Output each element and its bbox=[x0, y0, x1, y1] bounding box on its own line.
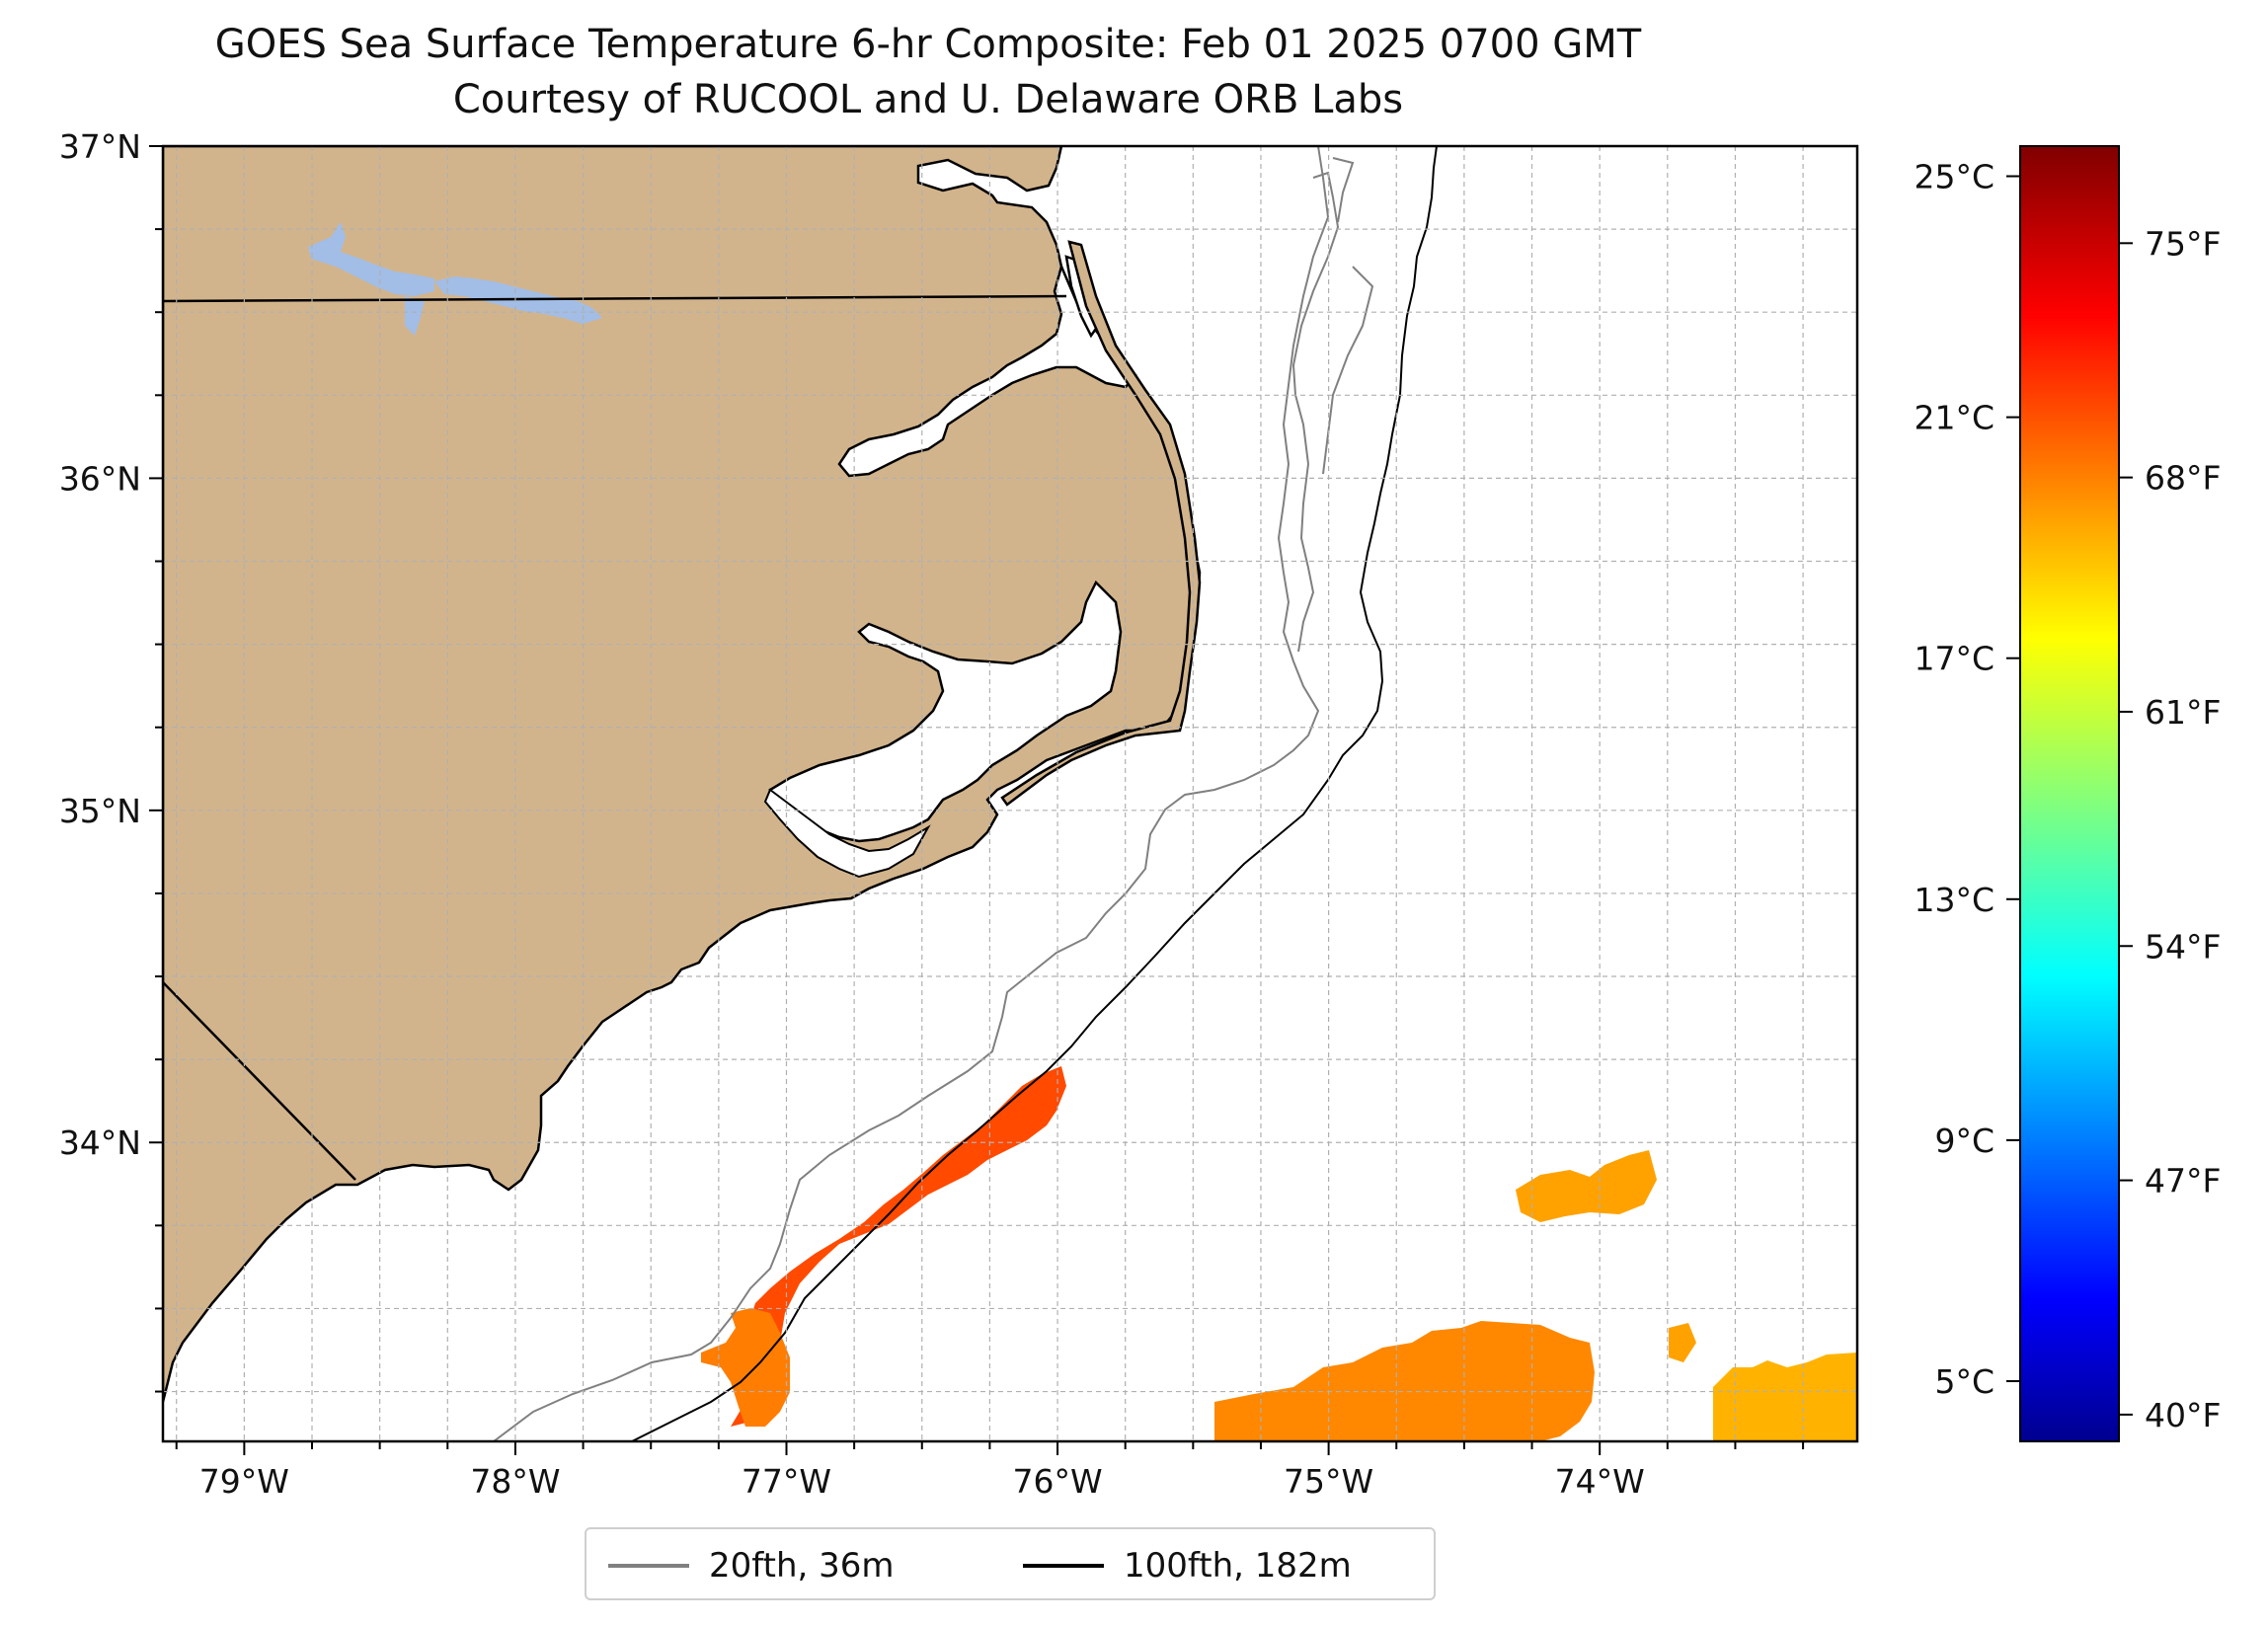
state-border-nc-sc bbox=[163, 981, 356, 1181]
celsius-tick-label: 13°C bbox=[1914, 881, 1994, 919]
celsius-tick-label: 9°C bbox=[1934, 1122, 1994, 1160]
legend-swatch-100fth bbox=[1023, 1564, 1104, 1568]
celsius-tick-label: 5°C bbox=[1934, 1362, 1994, 1401]
albemarle-sound bbox=[837, 263, 1137, 478]
isobath-20fth bbox=[493, 146, 1330, 1441]
map-frame bbox=[161, 144, 1859, 1443]
chart-title: GOES Sea Surface Temperature 6-hr Compos… bbox=[214, 22, 1642, 67]
chart-subtitle: Courtesy of RUCOOL and U. Delaware ORB L… bbox=[452, 77, 1404, 122]
lat-tick-label: 35°N bbox=[59, 792, 141, 830]
neuse-inlet bbox=[763, 788, 931, 879]
sst-patch-south-edge bbox=[701, 1308, 790, 1427]
pamlico-sound bbox=[768, 580, 1123, 843]
legend-item-100fth: 100fth, 182m bbox=[1023, 1546, 1352, 1586]
map-axis-ticks: 79°W 78°W 77°W 76°W 75°W 74°W 37°N 36°N 35°N 34°N bbox=[59, 127, 1805, 1501]
map-area bbox=[163, 146, 1857, 1441]
map-gridlines bbox=[163, 146, 1857, 1441]
sst-patch-east-mid bbox=[1516, 1150, 1657, 1222]
fahrenheit-tick-label: 40°F bbox=[2145, 1396, 2221, 1434]
celsius-tick-label: 17°C bbox=[1914, 640, 1994, 678]
lon-tick-label: 75°W bbox=[1284, 1462, 1373, 1501]
land-north-carolina bbox=[163, 146, 1202, 1403]
legend-label-100fth: 100fth, 182m bbox=[1124, 1546, 1352, 1586]
lon-tick-label: 79°W bbox=[199, 1462, 289, 1501]
lon-tick-label: 74°W bbox=[1555, 1462, 1645, 1501]
sst-patch-far-east bbox=[1713, 1353, 1857, 1441]
lon-tick-label: 78°W bbox=[470, 1462, 560, 1501]
isobath-legend: 20fth, 36m 100fth, 182m bbox=[585, 1527, 1436, 1600]
lake-gaston bbox=[308, 222, 602, 336]
lat-tick-label: 37°N bbox=[59, 127, 141, 166]
lat-tick-label: 34°N bbox=[59, 1123, 141, 1162]
legend-swatch-20fth bbox=[608, 1564, 689, 1568]
sst-patch-small bbox=[1669, 1323, 1696, 1362]
colorbar bbox=[2019, 145, 2120, 1442]
fahrenheit-tick-label: 75°F bbox=[2145, 224, 2221, 263]
state-border-va-nc bbox=[163, 294, 1067, 303]
outer-banks bbox=[1000, 240, 1202, 807]
fahrenheit-tick-label: 47°F bbox=[2145, 1162, 2221, 1200]
lon-tick-label: 77°W bbox=[742, 1462, 831, 1501]
celsius-tick-label: 21°C bbox=[1914, 399, 1994, 437]
legend-item-20fth: 20fth, 36m bbox=[608, 1546, 895, 1586]
fahrenheit-tick-label: 68°F bbox=[2145, 459, 2221, 498]
lat-tick-label: 36°N bbox=[59, 459, 141, 498]
lon-tick-label: 76°W bbox=[1012, 1462, 1102, 1501]
sst-patch-southeast bbox=[1214, 1321, 1595, 1441]
fahrenheit-tick-label: 61°F bbox=[2145, 693, 2221, 732]
isobath-100fth bbox=[631, 146, 1438, 1441]
legend-label-20fth: 20fth, 36m bbox=[709, 1546, 895, 1586]
fahrenheit-tick-label: 54°F bbox=[2145, 927, 2221, 966]
celsius-tick-label: 25°C bbox=[1914, 158, 1994, 196]
sst-patch-shelf-break bbox=[731, 1066, 1066, 1427]
colorbar-ticks: 25°C 21°C 17°C 13°C 9°C 5°C 75°F 68°F 61°F 54°F 47… bbox=[1914, 158, 2221, 1434]
